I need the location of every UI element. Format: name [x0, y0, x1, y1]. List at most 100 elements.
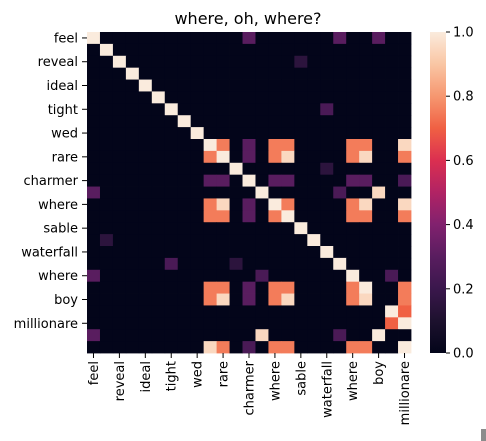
heatmap-cell — [125, 186, 140, 199]
heatmap-cell — [294, 222, 308, 235]
heatmap-cell — [307, 174, 321, 187]
heatmap-cell — [112, 293, 127, 306]
heatmap-cell — [294, 210, 308, 223]
heatmap-cell — [385, 269, 399, 283]
x-tick-label: feel — [87, 361, 102, 385]
x-tick-label: ideal — [139, 361, 154, 392]
x-tick-label: where — [346, 361, 361, 401]
heatmap-cell — [177, 91, 192, 104]
heatmap-cell — [281, 67, 295, 80]
heatmap-cell — [346, 139, 360, 152]
heatmap-cell — [320, 32, 334, 45]
heatmap-cell — [242, 67, 256, 80]
heatmap-cell — [346, 67, 360, 80]
heatmap-cell — [255, 115, 269, 128]
heatmap-cell — [138, 43, 153, 57]
heatmap-cell — [138, 329, 153, 342]
heatmap-cell — [372, 67, 386, 80]
heatmap-cell — [99, 198, 114, 211]
heatmap-cell — [164, 55, 179, 69]
heatmap-cell — [112, 174, 127, 187]
heatmap-cell — [125, 269, 140, 283]
heatmap-cell — [359, 115, 373, 128]
heatmap-cell — [385, 305, 399, 318]
heatmap-cell — [99, 127, 114, 140]
heatmap-cell — [333, 32, 347, 45]
heatmap-cell — [229, 139, 243, 152]
heatmap-cell — [385, 103, 399, 116]
heatmap-cell — [203, 79, 217, 92]
heatmap-cell — [138, 317, 153, 330]
heatmap-cell — [255, 281, 269, 294]
heatmap-cell — [255, 329, 269, 342]
resize-handle — [481, 429, 486, 441]
heatmap-cell — [359, 91, 373, 104]
heatmap-cell — [268, 198, 282, 211]
heatmap-cell — [398, 139, 412, 152]
heatmap-cell — [151, 186, 166, 199]
heatmap-cell — [294, 103, 308, 116]
heatmap-cell — [385, 293, 399, 306]
heatmap-cell — [112, 55, 127, 69]
y-tick-label: sable — [43, 222, 78, 237]
heatmap-cell — [385, 281, 399, 294]
heatmap-cell — [112, 269, 127, 283]
heatmap-cell — [294, 198, 308, 211]
heatmap-cell — [255, 305, 269, 318]
heatmap-cell — [112, 79, 127, 92]
heatmap-cell — [359, 210, 373, 223]
heatmap-cell — [255, 293, 269, 306]
heatmap-cell — [346, 115, 360, 128]
heatmap-cell — [385, 162, 399, 176]
heatmap-cell — [333, 222, 347, 235]
heatmap-cell — [372, 127, 386, 140]
heatmap-cell — [190, 293, 205, 306]
heatmap-cell — [99, 246, 114, 259]
heatmap-cell — [125, 127, 140, 140]
heatmap-cell — [333, 305, 347, 318]
heatmap-cell — [99, 341, 114, 354]
heatmap-cell — [359, 246, 373, 259]
heatmap-cell — [138, 210, 153, 223]
heatmap-cell — [229, 281, 243, 294]
heatmap-cell — [294, 55, 308, 69]
heatmap-cell — [177, 174, 192, 187]
y-tick-label: waterfall — [21, 245, 78, 260]
heatmap-cell — [216, 329, 230, 342]
heatmap-cell — [359, 341, 373, 354]
heatmap-cell — [87, 32, 101, 45]
heatmap-cell — [138, 198, 153, 211]
heatmap-cell — [138, 162, 153, 176]
heatmap-cell — [164, 79, 179, 92]
heatmap-cell — [99, 103, 114, 116]
heatmap-cell — [125, 162, 140, 176]
heatmap-cell — [268, 43, 282, 57]
heatmap-cell — [268, 162, 282, 176]
y-tick-label: where — [38, 198, 78, 213]
heatmap-cell — [307, 234, 321, 247]
heatmap-cell — [151, 281, 166, 294]
heatmap-cell — [177, 162, 192, 176]
heatmap-cell — [398, 115, 412, 128]
heatmap-cell — [138, 305, 153, 318]
heatmap-cell — [125, 91, 140, 104]
x-tick-label: rare — [217, 361, 232, 387]
heatmap-cell — [164, 174, 179, 187]
heatmap-cell — [333, 115, 347, 128]
heatmap-cell — [268, 79, 282, 92]
heatmap-cell — [112, 281, 127, 294]
heatmap-cell — [138, 341, 153, 354]
heatmap-cell — [177, 305, 192, 318]
heatmap-cell — [320, 139, 334, 152]
heatmap-cell — [138, 281, 153, 294]
y-tick-label: rare — [52, 150, 78, 165]
heatmap-cell — [359, 281, 373, 294]
heatmap-cell — [398, 150, 412, 164]
heatmap-cell — [307, 305, 321, 318]
heatmap-cell — [281, 79, 295, 92]
heatmap-cell — [190, 186, 205, 199]
heatmap-cell — [229, 257, 243, 271]
heatmap-cell — [294, 186, 308, 199]
heatmap-cell — [216, 150, 230, 164]
